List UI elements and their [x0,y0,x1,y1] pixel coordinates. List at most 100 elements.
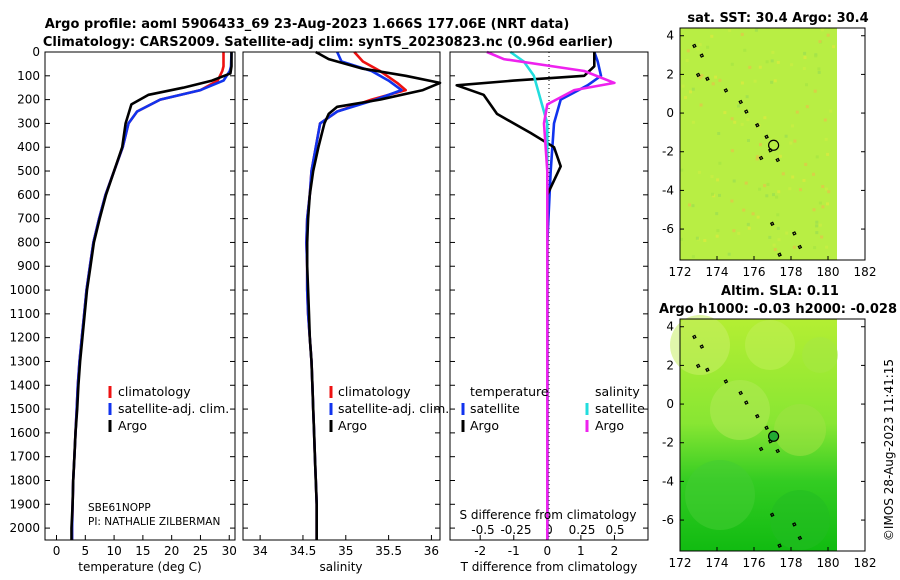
y-tick-label: 500 [17,164,40,178]
island-outline [777,543,782,549]
sst-pixel [732,229,736,233]
y-tick-label: 0 [666,106,674,120]
sst-map-panel: sat. SST: 30.4 Argo: 30.4 172 174 176 178 18… [662,11,876,279]
legend-label-s-satellite: satellite [595,401,645,416]
sst-pixel [746,118,750,122]
y-tick-label: 300 [17,116,40,130]
sst-pixel [766,182,770,186]
sla-anomaly-patch [685,460,755,530]
island-outline [738,99,744,105]
sst-pixel [799,188,802,192]
sst-pixel [711,192,714,196]
sst-pixel [716,229,720,233]
sst-pixel [733,120,737,124]
sst-pixel [685,59,689,62]
x-tick-label: 180 [817,265,840,279]
island-outline [705,76,710,82]
legend-label-satellite: satellite-adj. clim. [338,401,449,416]
y-tick-label: 100 [17,69,40,83]
sst-pixel [824,187,828,191]
y-tick-label: 600 [17,188,40,202]
sst-pixel [740,81,744,85]
x-tick-label: 34.5 [290,544,317,558]
y-tick-label: 400 [17,140,40,154]
island-outline [699,344,705,349]
sst-pixel [802,178,806,182]
sst-pixel [680,168,684,172]
sst-pixel [699,103,703,107]
island-outline [723,379,729,384]
y-tick-label: 1000 [9,283,40,297]
series-satellite-adj-clim- [70,51,233,540]
sst-pixel [717,132,721,135]
x-tick-label: 20 [164,544,179,558]
x-tick-label: 10 [106,544,121,558]
sst-pixel [791,124,794,128]
y-tick-label: 1300 [9,354,40,368]
x-tick-label: 25 [193,544,208,558]
top-tick-label: -0.5 [471,523,494,537]
x-tick-label: 30 [222,544,237,558]
island-outline [791,231,797,236]
sst-pixel [773,248,777,252]
sst-pixel [714,75,718,79]
x-tick-label: 35.5 [375,544,402,558]
island-outline [797,244,803,250]
y-tick-label: 1800 [9,473,40,487]
y-tick-label: 1200 [9,331,40,345]
sst-pixel [710,34,714,38]
sst-pixel [772,193,775,197]
legend-label-t-argo: Argo [470,418,499,433]
sst-pixel [793,139,797,143]
x-tick-label: 172 [669,265,692,279]
y-tick-label: 800 [17,235,40,249]
sst-pixel [754,28,758,32]
y-tick-label: 1100 [9,307,40,321]
legend-label-argo: Argo [338,418,367,433]
pi-label: PI: NATHALIE ZILBERMAN [88,516,220,528]
sst-pixel [711,82,715,86]
salinity-legend: climatology satellite-adj. clim. Argo [329,384,449,433]
difference-xlabel: T difference from climatology [460,560,638,574]
y-tick-label: 900 [17,259,40,273]
sst-pixel [686,49,690,53]
sst-pixel [758,187,762,191]
top-tick-label: -0.25 [500,523,531,537]
sst-pixel [748,65,752,69]
sst-pixel [723,111,727,115]
sst-pixel [698,43,702,47]
sst-pixel [777,238,781,242]
series-argo [305,50,442,540]
x-tick-label: 178 [780,556,803,570]
y-tick-label: 2 [666,358,674,372]
x-tick-label: 15 [135,544,150,558]
x-tick-label: 2 [611,544,619,558]
y-tick-label: 1700 [9,450,40,464]
sst-pixel [776,213,780,217]
island-outline [754,122,760,128]
sst-pixel [765,194,769,198]
y-tick-label: 200 [17,93,40,107]
island-outline [743,400,749,405]
island-outline [764,425,769,431]
sst-pixel [813,246,817,250]
sst-pixel [716,178,720,182]
sst-pixel [820,235,824,239]
sst-pixel [700,74,704,78]
sst-pixel [768,235,772,239]
sst-pixel [826,152,830,156]
top-tick-label: 0 [545,523,553,537]
island-outline [692,334,697,340]
sst-pixel [758,65,762,69]
island-outline [791,522,797,527]
x-tick-label: 182 [854,556,877,570]
island-outline [777,252,782,258]
sst-pixel [696,47,700,51]
y-tick-label: 4 [666,29,674,43]
sla-anomaly-patch [745,320,795,370]
sst-pixel [691,120,695,124]
timestamp-label: ©IMOS 28-Aug-2023 11:41:15 [882,359,896,541]
sst-pixel [824,137,828,141]
argo-location-marker [768,430,780,442]
